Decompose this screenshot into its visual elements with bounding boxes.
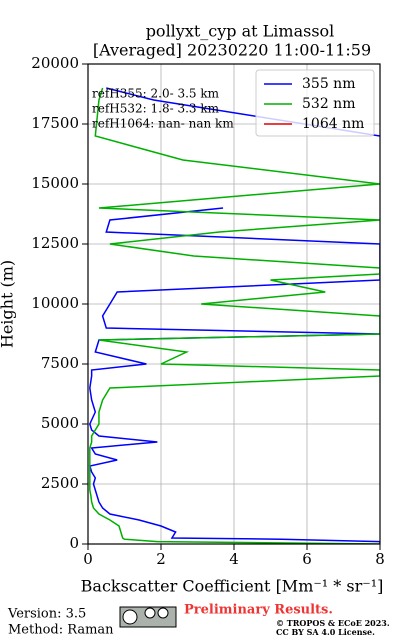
profile-line (89, 87, 380, 544)
legend-box (255, 69, 375, 137)
chart-subtitle: [Averaged] 20230220 11:00-11:59 (93, 41, 371, 60)
annotation: refH355: 2.0- 3.5 km (92, 87, 220, 101)
y-tick-label: 5000 (41, 414, 79, 432)
footer-version: Version: 3.5 (7, 607, 86, 622)
footer-notice: Preliminary Results. (184, 603, 333, 618)
y-tick-label: 12500 (31, 234, 79, 252)
legend-label: 532 nm (302, 96, 355, 112)
y-tick-label: 15000 (31, 174, 79, 192)
y-tick-label: 0 (69, 534, 79, 552)
x-tick-label: 8 (375, 550, 385, 568)
legend-label: 1064 nm (302, 116, 364, 132)
footer-license: CC BY SA 4.0 License. (276, 627, 375, 637)
footer-copyright: © TROPOS & ECoE 2023. (276, 618, 390, 628)
x-tick-label: 6 (302, 550, 312, 568)
cc-badge (119, 606, 177, 628)
profile-line (88, 87, 380, 544)
x-axis-label: Backscatter Coefficient [Mm⁻¹ * sr⁻¹] (81, 577, 384, 596)
x-tick-label: 2 (156, 550, 166, 568)
annotation: refH1064: nan- nan km (92, 117, 234, 131)
y-tick-label: 17500 (31, 114, 79, 132)
y-tick-label: 20000 (31, 54, 79, 72)
y-tick-label: 10000 (31, 294, 79, 312)
plot-frame (87, 63, 381, 545)
y-axis-label: Height (m) (0, 260, 17, 348)
y-tick-label: 7500 (41, 354, 79, 372)
chart-title: pollyxt_cyp at Limassol (146, 22, 335, 41)
x-tick-label: 4 (229, 550, 239, 568)
footer-method: Method: Raman (8, 623, 114, 638)
annotation: refH532: 1.8- 3.3 km (92, 102, 220, 116)
y-tick-label: 2500 (41, 474, 79, 492)
x-tick-label: 0 (83, 550, 93, 568)
legend-label: 355 nm (302, 76, 355, 92)
